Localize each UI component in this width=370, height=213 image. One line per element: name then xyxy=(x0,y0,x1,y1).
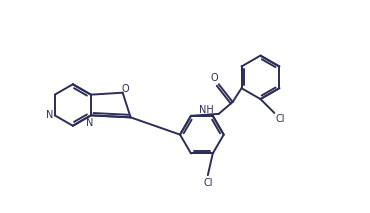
Text: NH: NH xyxy=(199,105,214,115)
Text: Cl: Cl xyxy=(203,178,213,188)
Text: Cl: Cl xyxy=(276,114,285,124)
Text: O: O xyxy=(211,73,219,83)
Text: O: O xyxy=(122,84,130,94)
Text: N: N xyxy=(46,110,54,120)
Text: N: N xyxy=(86,118,94,128)
